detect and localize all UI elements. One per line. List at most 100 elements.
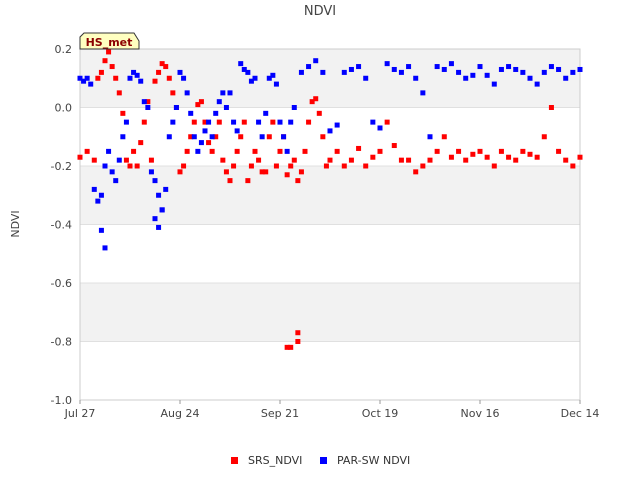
data-point bbox=[427, 134, 433, 140]
data-point bbox=[377, 148, 383, 154]
data-point bbox=[134, 72, 140, 78]
data-point bbox=[377, 125, 383, 131]
data-point bbox=[527, 75, 533, 81]
data-point bbox=[234, 148, 240, 154]
data-point bbox=[256, 157, 262, 163]
data-point bbox=[195, 148, 201, 154]
data-point bbox=[102, 58, 108, 64]
data-point bbox=[391, 143, 397, 149]
data-point bbox=[270, 72, 276, 78]
data-point bbox=[491, 81, 497, 87]
data-point bbox=[163, 186, 169, 192]
data-point bbox=[241, 119, 247, 125]
plot-border bbox=[79, 48, 581, 401]
data-point bbox=[145, 99, 151, 105]
y-tick-label: -0.8 bbox=[51, 336, 72, 349]
data-point bbox=[341, 69, 347, 75]
data-point bbox=[166, 75, 172, 81]
data-point bbox=[341, 163, 347, 169]
data-point bbox=[398, 69, 404, 75]
data-point bbox=[413, 169, 419, 175]
plot-band bbox=[80, 283, 580, 342]
data-point bbox=[152, 178, 158, 184]
data-point bbox=[570, 69, 576, 75]
data-point bbox=[556, 66, 562, 72]
legend-label-srs-ndvi: SRS_NDVI bbox=[248, 454, 302, 467]
legend-swatch-srs-ndvi bbox=[231, 457, 238, 464]
x-tick-label: Oct 19 bbox=[362, 407, 399, 420]
data-point bbox=[152, 78, 158, 84]
data-point bbox=[281, 134, 287, 140]
data-point bbox=[202, 128, 208, 134]
data-point bbox=[106, 148, 112, 154]
data-point bbox=[134, 163, 140, 169]
plot-band bbox=[80, 341, 580, 400]
data-point bbox=[245, 178, 251, 184]
data-point bbox=[106, 49, 112, 55]
data-point bbox=[484, 72, 490, 78]
data-point bbox=[77, 154, 83, 160]
data-point bbox=[548, 64, 554, 70]
data-point bbox=[541, 134, 547, 140]
data-point bbox=[316, 110, 322, 116]
data-point bbox=[477, 148, 483, 154]
data-point bbox=[156, 224, 162, 230]
data-point bbox=[156, 69, 162, 75]
data-point bbox=[273, 81, 279, 87]
data-point bbox=[138, 140, 144, 146]
data-point bbox=[327, 128, 333, 134]
data-point bbox=[98, 227, 104, 233]
data-point bbox=[513, 157, 519, 163]
data-point bbox=[241, 66, 247, 72]
data-point bbox=[456, 69, 462, 75]
data-point bbox=[277, 148, 283, 154]
data-point bbox=[95, 75, 101, 81]
data-point bbox=[148, 169, 154, 175]
data-point bbox=[220, 90, 226, 96]
data-point bbox=[213, 134, 219, 140]
data-point bbox=[456, 148, 462, 154]
data-point bbox=[413, 75, 419, 81]
data-point bbox=[427, 157, 433, 163]
data-point bbox=[498, 66, 504, 72]
data-point bbox=[152, 216, 158, 222]
data-point bbox=[116, 157, 122, 163]
data-point bbox=[448, 154, 454, 160]
y-tick-label: -0.2 bbox=[51, 160, 72, 173]
data-point bbox=[363, 75, 369, 81]
data-point bbox=[348, 66, 354, 72]
data-point bbox=[163, 64, 169, 70]
plot-background bbox=[80, 49, 580, 400]
data-point bbox=[141, 119, 147, 125]
data-point bbox=[231, 119, 237, 125]
data-point bbox=[259, 134, 265, 140]
data-point bbox=[113, 75, 119, 81]
data-point bbox=[234, 128, 240, 134]
legend: SRS_NDVI PAR-SW NDVI bbox=[231, 454, 410, 467]
data-point bbox=[263, 169, 269, 175]
data-point bbox=[170, 119, 176, 125]
data-point bbox=[188, 134, 194, 140]
data-point bbox=[170, 90, 176, 96]
data-point bbox=[420, 163, 426, 169]
data-point bbox=[273, 163, 279, 169]
data-point bbox=[248, 78, 254, 84]
data-point bbox=[138, 78, 144, 84]
data-point bbox=[291, 157, 297, 163]
y-axis-ticks: 0.2 0.0 -0.2 -0.4 -0.6 -0.8 -1.0 bbox=[51, 43, 72, 407]
data-point bbox=[120, 134, 126, 140]
data-point bbox=[548, 105, 554, 110]
data-point bbox=[206, 119, 212, 125]
data-point bbox=[284, 148, 290, 154]
data-point bbox=[406, 64, 412, 70]
data-point bbox=[370, 154, 376, 160]
data-point bbox=[302, 148, 308, 154]
y-tick-label: -0.6 bbox=[51, 277, 72, 290]
data-point bbox=[527, 151, 533, 157]
data-point bbox=[166, 134, 172, 140]
data-point bbox=[109, 64, 115, 70]
x-tick-label: Jul 27 bbox=[64, 407, 96, 420]
data-point bbox=[284, 172, 290, 178]
data-point bbox=[420, 90, 426, 96]
